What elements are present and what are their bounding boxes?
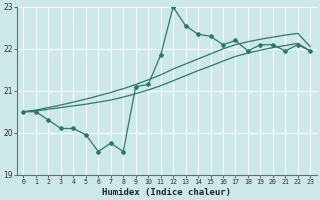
X-axis label: Humidex (Indice chaleur): Humidex (Indice chaleur) xyxy=(102,188,231,197)
